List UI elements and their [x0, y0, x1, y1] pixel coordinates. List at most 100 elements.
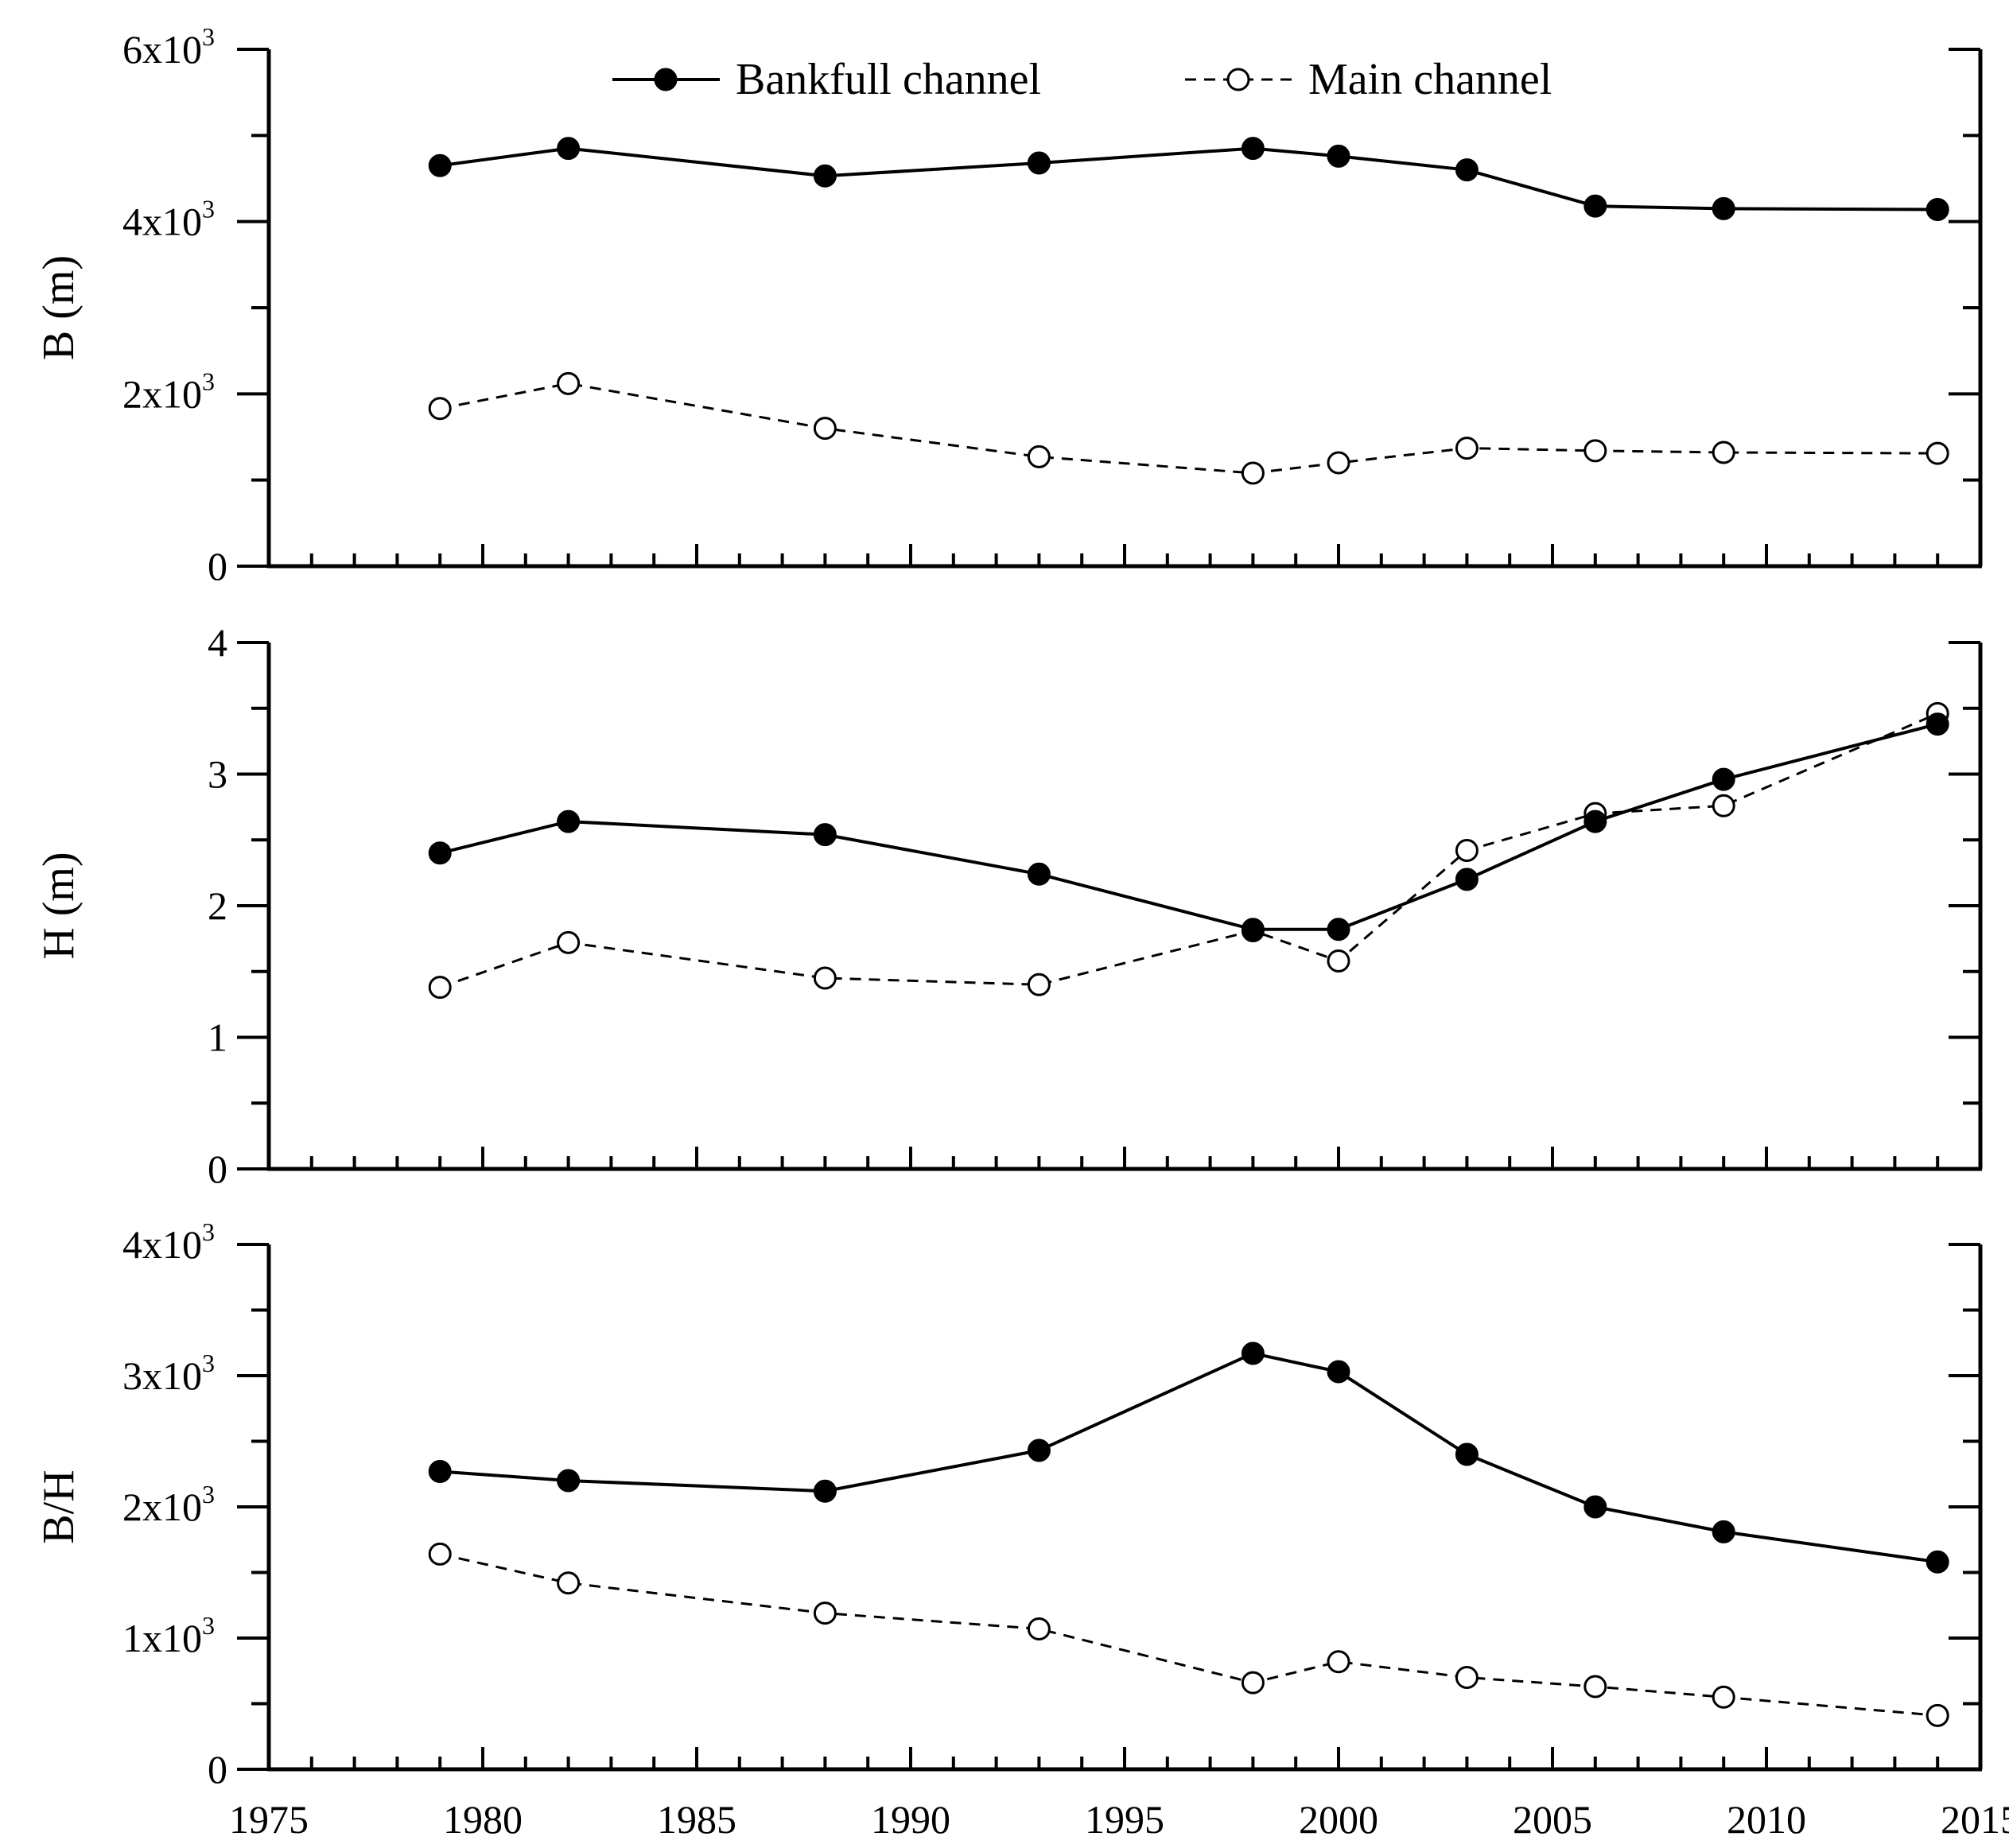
x-tick-label: 1990	[871, 1797, 950, 1842]
panel-h-main-point	[1027, 973, 1051, 996]
panel-b-bankfull-point	[1027, 151, 1051, 175]
x-tick-label: 1980	[443, 1797, 523, 1842]
panel-h-bankfull-point	[1583, 809, 1607, 833]
panel-b-main-point	[428, 397, 452, 421]
panel-bh-bankfull-point	[1925, 1550, 1949, 1574]
panel-bh-bankfull-line	[440, 1351, 1938, 1564]
panel-h-y-tick-label: 2	[208, 883, 227, 928]
panel-bh-main-point	[1027, 1617, 1051, 1640]
panel-b-bankfull-point	[1241, 137, 1265, 161]
panel-b-y-axis-title: B (m)	[34, 255, 84, 360]
panel-bh-main-point	[1712, 1685, 1735, 1709]
panel-h-bankfull-point	[1455, 868, 1479, 891]
panel-h-main-point	[428, 976, 452, 1000]
panel-bh-main-point	[1241, 1671, 1265, 1695]
panel-h-bankfull-point	[428, 841, 452, 865]
panel-h-bankfull-point	[1712, 767, 1735, 791]
panel-h-bankfull-point	[1241, 918, 1265, 941]
panel-h-y-tick-label: 1	[208, 1015, 227, 1060]
panel-h-y-tick-label: 3	[208, 752, 227, 797]
panel-b-bankfull-point	[428, 153, 452, 177]
panel-h-bankfull-point	[557, 809, 581, 833]
panel-b-bankfull-point	[1925, 198, 1949, 221]
panel-bh-bankfull-point	[557, 1469, 581, 1493]
panel-h-y-tick-label: 0	[208, 1147, 227, 1191]
panel-h-main-point	[813, 966, 837, 990]
panel-bh-main-point	[1455, 1666, 1479, 1689]
panel-b-bankfull-point	[1583, 194, 1607, 218]
panel-bh-y-axis-title: B/H	[34, 1469, 84, 1543]
panel-b-main-point	[1925, 441, 1949, 465]
panel-bh-main-point	[1583, 1675, 1607, 1699]
legend-bankfull-label: Bankfull channel	[736, 55, 1041, 104]
legend-main-marker	[1226, 68, 1250, 91]
panel-b-main-point	[1583, 439, 1607, 463]
panel-b-main-point	[1241, 461, 1265, 485]
panel-bh-bankfull-point	[1455, 1442, 1479, 1466]
panel-h-main-point	[1712, 794, 1735, 817]
panel-h-y-tick-label: 4	[208, 620, 227, 665]
panel-h: 0 1 2 3 4 H (m)	[34, 620, 1983, 1191]
panel-bh-y-tick-label: 3x103	[122, 1349, 215, 1398]
panel-b: 0 2x103 4x103 6x103 B (m)	[34, 22, 1983, 588]
panel-bh-bankfull-point	[1327, 1360, 1350, 1384]
panel-h-main-line	[439, 712, 1938, 989]
panel-h-bankfull-point	[813, 823, 837, 847]
legend-main-label: Main channel	[1308, 55, 1552, 104]
panel-bh-bankfull-point	[1583, 1495, 1607, 1519]
panel-b-main-point	[557, 371, 581, 395]
panel-b-y-tick-label: 0	[208, 544, 227, 588]
legend: Bankfull channel Main channel	[612, 55, 1552, 104]
panel-b-main-point	[1027, 445, 1051, 468]
panel-bh-bankfull-point	[1027, 1438, 1051, 1462]
panel-bh-bankfull-point	[813, 1479, 837, 1503]
legend-bankfull-marker	[654, 68, 678, 91]
panel-bh-main-point	[1327, 1650, 1350, 1674]
panel-bh-y-tick-label: 2x103	[122, 1480, 215, 1529]
panel-b-bankfull-point	[1712, 196, 1735, 220]
panel-h-bankfull-point	[1327, 918, 1350, 941]
panel-h-bankfull-point	[1925, 712, 1949, 736]
panel-bh-main-line	[439, 1552, 1938, 1717]
x-tick-label: 2005	[1513, 1797, 1592, 1842]
panel-b-main-point	[813, 417, 837, 441]
panel-b-bankfull-line	[439, 146, 1938, 212]
panel-b-y-tick-label: 2x103	[122, 367, 215, 416]
x-axis-labels: 1975 1980 1985 1990 1995 2000 2005 2010 2015	[229, 1797, 2009, 1842]
panel-h-main-point	[557, 930, 581, 954]
panel-bh-y-tick-label: 4x103	[122, 1217, 215, 1267]
panel-h-bankfull-point	[1027, 862, 1051, 886]
panel-h-y-axis-title: H (m)	[34, 852, 84, 959]
panel-b-main-line	[439, 382, 1938, 475]
panels: 0 2x103 4x103 6x103 B (m) 0 1 2 3 4 H (m) 0 1x103 2x1…	[34, 22, 1983, 1792]
panel-h-bankfull-line	[439, 722, 1938, 931]
panel-b-y-tick-label: 4x103	[122, 195, 215, 244]
panel-bh-main-point	[813, 1601, 837, 1625]
panel-bh-bankfull-point	[1712, 1520, 1735, 1543]
panel-h-main-point	[1327, 949, 1350, 973]
x-tick-label: 2000	[1299, 1797, 1378, 1842]
panel-h-main-point	[1455, 838, 1479, 862]
panel-bh-main-point	[428, 1542, 452, 1566]
panel-bh: 0 1x103 2x103 3x103 4x103 B/H	[34, 1217, 1983, 1792]
x-tick-label: 1985	[657, 1797, 736, 1842]
panel-bh-y-tick-label: 1x103	[122, 1611, 215, 1660]
panel-bh-y-tick-label: 0	[208, 1747, 227, 1792]
panel-b-bankfull-point	[1327, 144, 1350, 168]
x-tick-label: 1975	[229, 1797, 309, 1842]
panel-b-bankfull-point	[813, 164, 837, 188]
panel-b-bankfull-point	[557, 137, 581, 161]
panel-bh-main-point	[557, 1571, 581, 1595]
panel-b-main-point	[1327, 451, 1350, 475]
x-tick-label: 2010	[1727, 1797, 1806, 1842]
panel-bh-main-point	[1925, 1703, 1949, 1727]
panel-b-y-tick-label: 6x103	[122, 22, 215, 72]
panel-b-main-point	[1455, 437, 1479, 460]
panel-b-main-point	[1712, 441, 1735, 464]
x-tick-label: 2015	[1941, 1797, 2009, 1842]
x-tick-label: 1995	[1085, 1797, 1164, 1842]
panel-b-bankfull-point	[1455, 158, 1479, 182]
panel-bh-bankfull-point	[428, 1459, 452, 1483]
panel-bh-bankfull-point	[1241, 1341, 1265, 1365]
